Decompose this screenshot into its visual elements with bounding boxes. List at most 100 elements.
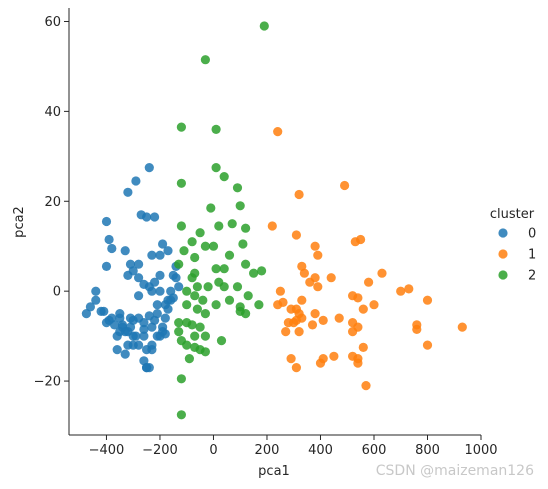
- y-tick-label: 0: [53, 285, 61, 300]
- point-cluster-2-26: [241, 259, 251, 269]
- x-tick-label: 200: [255, 443, 280, 458]
- point-cluster-1-39: [313, 282, 323, 292]
- point-cluster-0-58: [144, 163, 154, 173]
- point-cluster-2-42: [254, 300, 264, 310]
- point-cluster-2-43: [174, 318, 184, 328]
- point-cluster-1-27: [297, 313, 307, 323]
- x-tick-label: −400: [89, 443, 125, 458]
- point-cluster-0-85: [152, 300, 162, 310]
- point-cluster-2-39: [211, 300, 221, 310]
- point-cluster-0-84: [171, 273, 181, 283]
- point-cluster-2-14: [241, 223, 251, 233]
- legend-label-0: 0: [528, 227, 536, 242]
- point-cluster-0-73: [158, 327, 168, 337]
- point-cluster-0-40: [155, 286, 165, 296]
- point-cluster-0-53: [163, 246, 173, 256]
- point-cluster-0-49: [123, 270, 133, 280]
- point-cluster-0-79: [142, 363, 152, 373]
- points-layer: [81, 21, 467, 420]
- point-cluster-0-5: [91, 295, 101, 305]
- point-cluster-1-55: [297, 295, 307, 305]
- point-cluster-0-76: [166, 295, 176, 305]
- point-cluster-1-56: [305, 277, 315, 287]
- point-cluster-0-60: [142, 212, 152, 222]
- point-cluster-0-71: [147, 322, 157, 332]
- point-cluster-2-38: [200, 309, 210, 319]
- x-tick-label: 600: [362, 443, 387, 458]
- point-cluster-0-33: [139, 324, 149, 334]
- point-cluster-2-33: [219, 282, 229, 292]
- point-cluster-1-20: [275, 286, 285, 296]
- point-cluster-0-68: [131, 331, 141, 341]
- watermark: CSDN @maizeman126: [375, 463, 534, 479]
- point-cluster-0-82: [115, 327, 125, 337]
- point-cluster-0-3: [101, 261, 112, 271]
- point-cluster-2-8: [176, 221, 186, 231]
- point-cluster-1-31: [294, 327, 304, 337]
- y-axis-label: pca2: [12, 206, 27, 238]
- point-cluster-2-55: [182, 318, 192, 328]
- point-cluster-2-27: [249, 268, 259, 278]
- point-cluster-0-51: [147, 250, 157, 260]
- point-cluster-2-59: [235, 306, 245, 316]
- point-cluster-2-2: [176, 122, 186, 132]
- point-cluster-2-53: [176, 374, 186, 384]
- point-cluster-0-70: [139, 318, 149, 328]
- point-cluster-2-21: [174, 259, 184, 269]
- point-cluster-0-83: [134, 291, 144, 301]
- y-tick-label: 60: [44, 15, 61, 30]
- x-tick-label: 800: [415, 443, 440, 458]
- point-cluster-1-29: [283, 318, 293, 328]
- point-cluster-0-75: [163, 304, 173, 314]
- point-cluster-2-40: [224, 295, 235, 305]
- y-ticks: −20 0 20 40 60: [34, 15, 69, 390]
- point-cluster-0-9: [99, 306, 109, 316]
- point-cluster-0-4: [91, 286, 101, 296]
- point-cluster-1-49: [291, 363, 301, 373]
- point-cluster-2-35: [243, 291, 253, 301]
- point-cluster-1-30: [281, 327, 291, 337]
- axes-layer: [68, 8, 481, 436]
- point-cluster-2-6: [219, 172, 229, 182]
- y-tick-label: −20: [34, 375, 61, 390]
- point-cluster-2-3: [211, 124, 221, 134]
- point-cluster-0-52: [158, 239, 168, 249]
- point-cluster-1-33: [318, 315, 328, 325]
- point-cluster-2-15: [187, 237, 197, 247]
- point-cluster-0-20: [120, 349, 130, 359]
- point-cluster-0-81: [107, 313, 117, 323]
- x-tick-label: 0: [209, 443, 217, 458]
- point-cluster-0-1: [104, 234, 114, 245]
- point-cluster-2-28: [257, 266, 267, 276]
- point-cluster-2-10: [235, 201, 245, 211]
- point-cluster-2-54: [176, 410, 186, 420]
- point-cluster-2-24: [211, 264, 221, 274]
- point-cluster-2-12: [214, 221, 224, 231]
- legend-label-1: 1: [528, 248, 536, 263]
- point-cluster-1-38: [358, 304, 368, 314]
- y-tick-label: 20: [44, 195, 61, 210]
- point-cluster-1-46: [358, 342, 368, 352]
- legend-marker-2: [498, 270, 508, 280]
- point-cluster-2-29: [182, 286, 192, 296]
- point-cluster-0-69: [125, 313, 136, 323]
- point-cluster-0-2: [107, 243, 117, 254]
- point-cluster-2-30: [190, 291, 200, 301]
- point-cluster-2-25: [219, 264, 229, 274]
- point-cluster-0-34: [152, 309, 162, 319]
- point-cluster-1-57: [369, 300, 379, 310]
- point-cluster-0-39: [174, 282, 184, 292]
- point-cluster-0-43: [150, 277, 160, 287]
- point-cluster-2-18: [200, 241, 210, 251]
- point-cluster-1-47: [361, 381, 371, 391]
- point-cluster-1-54: [310, 309, 320, 319]
- point-cluster-2-23: [192, 282, 202, 292]
- point-cluster-2-16: [179, 246, 189, 256]
- point-cluster-1-3: [267, 221, 277, 231]
- point-cluster-2-9: [206, 203, 216, 213]
- point-cluster-0-32: [144, 311, 154, 321]
- point-cluster-1-13: [364, 277, 374, 287]
- point-cluster-1-34: [334, 313, 344, 323]
- point-cluster-2-1: [200, 55, 210, 65]
- point-cluster-1-45: [353, 358, 363, 368]
